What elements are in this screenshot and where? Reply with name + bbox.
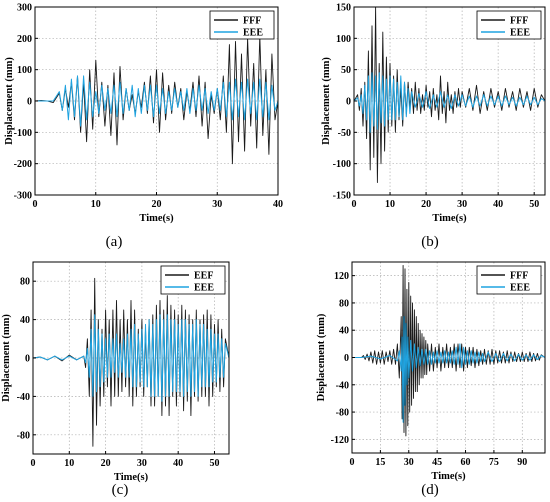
x-tick-label: 40	[173, 458, 183, 469]
series-line-eee	[352, 316, 545, 423]
x-tick-label: 30	[404, 457, 414, 468]
y-tick-label: 50	[341, 65, 351, 76]
legend-label: FFF	[510, 271, 528, 282]
y-tick-label: -100	[333, 159, 351, 170]
panel-caption: (a)	[106, 234, 123, 250]
x-tick-label: 10	[385, 199, 395, 210]
y-axis-label: Displacement (mm)	[4, 57, 15, 145]
x-axis-label: Time(s)	[431, 471, 466, 482]
x-tick-label: 20	[421, 199, 431, 210]
x-tick-label: 40	[493, 199, 503, 210]
legend-box	[476, 10, 542, 40]
x-tick-label: 0	[350, 457, 355, 468]
x-tick-label: 40	[273, 199, 283, 210]
y-tick-label: 120	[334, 271, 349, 282]
y-tick-label: 300	[17, 3, 32, 14]
x-tick-label: 50	[209, 458, 219, 469]
series-line-eee	[33, 314, 229, 402]
legend-label: FFF	[510, 16, 528, 27]
panel-d: 0 15 30 45 60 75 90 -120 -80 -40 0 40 80 120 Time(s) Di…	[316, 261, 546, 498]
y-tick-label: -80	[336, 408, 349, 419]
legend-box	[160, 265, 226, 295]
x-tick-label: 0	[352, 199, 357, 210]
x-axis-label: Time(s)	[139, 213, 174, 224]
y-tick-label: -120	[331, 435, 349, 446]
y-tick-label: 200	[17, 34, 32, 45]
y-tick-label: 0	[344, 353, 349, 364]
legend-label: FFF	[243, 16, 261, 27]
legend-box	[209, 10, 275, 40]
y-tick-label: -40	[17, 392, 30, 403]
y-tick-label: -40	[336, 380, 349, 391]
legend-box	[476, 265, 542, 295]
panel-caption: (b)	[421, 234, 439, 250]
x-tick-label: 90	[517, 457, 527, 468]
x-tick-label: 45	[432, 457, 442, 468]
x-tick-label: 10	[64, 458, 74, 469]
y-tick-label: -100	[14, 128, 32, 139]
panel-caption: (c)	[112, 482, 129, 498]
x-tick-label: 15	[375, 457, 385, 468]
series-line-eef	[33, 277, 229, 447]
series-line-eee	[35, 75, 278, 127]
y-tick-label: 40	[20, 315, 30, 326]
x-tick-label: 30	[137, 458, 147, 469]
y-tick-label: 80	[20, 277, 30, 288]
series-line-eee	[354, 72, 545, 133]
legend-label: EEE	[510, 283, 530, 294]
panel-a: 0 10 20 30 40 -300 -200 -100 0 100 200 300 Time(s) Di…	[4, 3, 283, 251]
y-tick-label: 100	[336, 34, 351, 45]
y-tick-label: -150	[333, 191, 351, 202]
y-tick-label: 150	[336, 3, 351, 14]
x-tick-label: 0	[33, 199, 38, 210]
y-tick-label: 0	[25, 354, 30, 365]
y-tick-label: -200	[14, 159, 32, 170]
legend-label: EEF	[194, 271, 213, 282]
y-tick-label: 40	[339, 326, 349, 337]
panel-caption: (d)	[421, 482, 439, 498]
y-tick-label: -80	[17, 430, 30, 441]
y-axis-label: Displacement (mm)	[316, 313, 327, 401]
y-tick-label: 0	[346, 97, 351, 108]
x-tick-label: 20	[152, 199, 162, 210]
series-line-fff	[35, 34, 278, 165]
x-axis-label: Time(s)	[432, 213, 467, 224]
y-axis-label: Displacement (mm)	[321, 57, 332, 145]
x-tick-label: 75	[489, 457, 499, 468]
y-tick-label: 80	[339, 298, 349, 309]
y-axis-label: Displacement (mm)	[1, 314, 12, 402]
y-tick-label: 0	[27, 97, 32, 108]
legend-label: EEE	[510, 28, 530, 39]
x-tick-label: 30	[457, 199, 467, 210]
x-axis-label: Time(s)	[114, 472, 149, 483]
x-tick-label: 30	[212, 199, 222, 210]
y-tick-label: -300	[14, 191, 32, 202]
panel-b: 0 10 20 30 40 50 -150 -100 -50 0 50 100 150 Time(s) Di…	[321, 3, 546, 250]
y-tick-label: -50	[338, 128, 351, 139]
legend-label: EEE	[194, 283, 214, 294]
x-tick-label: 60	[461, 457, 471, 468]
x-tick-label: 20	[101, 458, 111, 469]
x-tick-label: 0	[31, 458, 36, 469]
legend-label: EEE	[243, 28, 263, 39]
x-tick-label: 50	[529, 199, 539, 210]
x-tick-label: 10	[91, 199, 101, 210]
panel-c: 0 10 20 30 40 50 -80 -40 0 40 80 Time(s) Displacemen…	[1, 261, 230, 498]
y-tick-label: 100	[17, 65, 32, 76]
